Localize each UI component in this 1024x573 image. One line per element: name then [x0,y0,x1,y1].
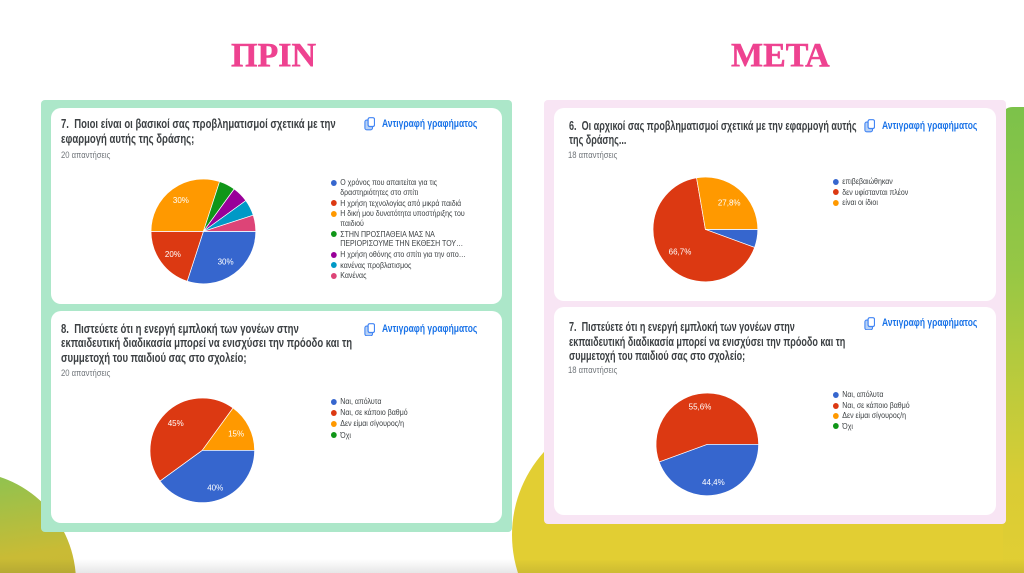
svg-text:44,4%: 44,4% [702,478,725,487]
svg-text:40%: 40% [207,484,223,493]
svg-text:27,8%: 27,8% [718,198,741,207]
svg-text:20%: 20% [164,249,180,258]
svg-text:45%: 45% [168,419,184,428]
svg-text:55,6%: 55,6% [688,403,711,412]
svg-text:30%: 30% [172,196,188,205]
svg-text:30%: 30% [217,257,233,266]
svg-text:66,7%: 66,7% [669,247,692,256]
svg-text:15%: 15% [228,429,244,438]
